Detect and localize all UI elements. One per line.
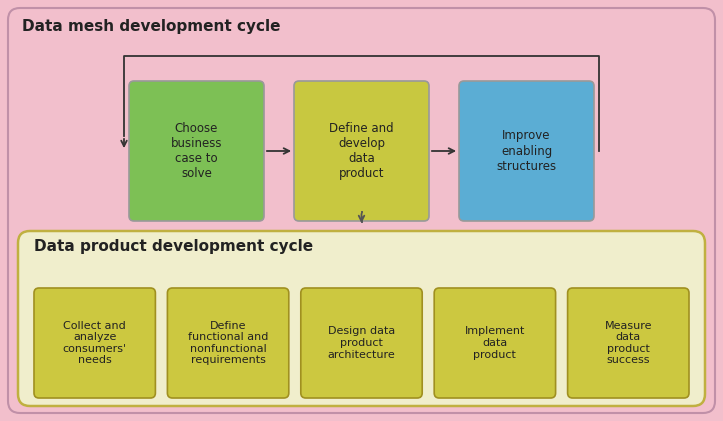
FancyBboxPatch shape (301, 288, 422, 398)
Text: Improve
enabling
structures: Improve enabling structures (497, 130, 557, 173)
FancyBboxPatch shape (435, 288, 555, 398)
Text: Data mesh development cycle: Data mesh development cycle (22, 19, 281, 34)
FancyBboxPatch shape (8, 8, 715, 413)
Text: Implement
data
product: Implement data product (465, 326, 525, 360)
FancyBboxPatch shape (18, 231, 705, 406)
FancyBboxPatch shape (34, 288, 155, 398)
Text: Collect and
analyze
consumers'
needs: Collect and analyze consumers' needs (63, 321, 127, 365)
Text: Measure
data
product
success: Measure data product success (604, 321, 652, 365)
Text: Design data
product
architecture: Design data product architecture (328, 326, 395, 360)
FancyBboxPatch shape (129, 81, 264, 221)
Text: Choose
business
case to
solve: Choose business case to solve (171, 122, 222, 180)
Text: Define
functional and
nonfunctional
requirements: Define functional and nonfunctional requ… (188, 321, 268, 365)
FancyBboxPatch shape (568, 288, 689, 398)
FancyBboxPatch shape (168, 288, 288, 398)
Text: Define and
develop
data
product: Define and develop data product (329, 122, 394, 180)
Text: Data product development cycle: Data product development cycle (34, 239, 313, 254)
FancyBboxPatch shape (459, 81, 594, 221)
FancyBboxPatch shape (294, 81, 429, 221)
